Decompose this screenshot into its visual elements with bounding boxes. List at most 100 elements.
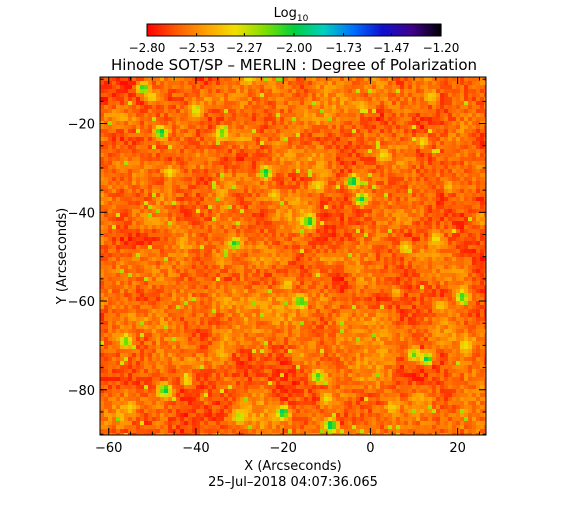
heatmap-cell — [268, 145, 272, 149]
heatmap-cell — [156, 213, 160, 217]
heatmap-cell — [368, 165, 372, 169]
heatmap-cell — [476, 249, 480, 253]
heatmap-cell — [448, 113, 452, 117]
heatmap-cell — [280, 201, 284, 205]
heatmap-cell — [128, 221, 132, 225]
heatmap-cell — [396, 249, 400, 253]
heatmap-cell — [440, 269, 444, 273]
heatmap-cell — [320, 77, 324, 81]
heatmap-cell — [408, 233, 412, 237]
heatmap-cell — [352, 181, 356, 185]
heatmap-cell — [224, 129, 228, 133]
heatmap-cell — [108, 173, 112, 177]
heatmap-cell — [112, 257, 116, 261]
heatmap-cell — [344, 173, 348, 177]
heatmap-cell — [240, 105, 244, 109]
heatmap-cell — [364, 265, 368, 269]
heatmap-cell — [208, 93, 212, 97]
heatmap-cell — [452, 265, 456, 269]
heatmap-cell — [192, 201, 196, 205]
heatmap-cell — [468, 205, 472, 209]
heatmap-cell — [400, 129, 404, 133]
heatmap-cell — [204, 137, 208, 141]
heatmap-cell — [264, 265, 268, 269]
heatmap-cell — [400, 85, 404, 89]
heatmap-cell — [380, 197, 384, 201]
heatmap-cell — [276, 189, 280, 193]
heatmap-cell — [204, 85, 208, 89]
heatmap-cell — [328, 221, 332, 225]
heatmap-cell — [420, 117, 424, 121]
heatmap-cell — [480, 125, 484, 129]
heatmap-cell — [244, 173, 248, 177]
heatmap-cell — [432, 81, 436, 85]
heatmap-cell — [448, 153, 452, 157]
heatmap-cell — [412, 181, 416, 185]
heatmap-cell — [372, 109, 376, 113]
heatmap-cell — [432, 173, 436, 177]
heatmap-cell — [436, 81, 440, 85]
heatmap-cell — [176, 273, 180, 277]
heatmap-cell — [152, 181, 156, 185]
heatmap-cell — [408, 101, 412, 105]
heatmap-cell — [416, 173, 420, 177]
heatmap-cell — [268, 201, 272, 205]
heatmap-cell — [208, 185, 212, 189]
heatmap-cell — [412, 265, 416, 269]
heatmap-cell — [444, 257, 448, 261]
heatmap-cell — [196, 237, 200, 241]
heatmap-cell — [240, 101, 244, 105]
heatmap-cell — [352, 185, 356, 189]
heatmap-cell — [196, 133, 200, 137]
heatmap-cell — [336, 137, 340, 141]
heatmap-cell — [460, 221, 464, 225]
heatmap-cell — [300, 213, 304, 217]
heatmap-cell — [284, 177, 288, 181]
heatmap-cell — [388, 245, 392, 249]
heatmap-cell — [436, 253, 440, 257]
heatmap-cell — [288, 121, 292, 125]
heatmap-cell — [344, 249, 348, 253]
heatmap-cell — [124, 129, 128, 133]
heatmap-cell — [204, 117, 208, 121]
heatmap-cell — [436, 161, 440, 165]
heatmap-cell — [152, 241, 156, 245]
heatmap-cell — [128, 261, 132, 265]
heatmap-cell — [272, 169, 276, 173]
heatmap-cell — [288, 221, 292, 225]
heatmap-cell — [336, 229, 340, 233]
heatmap-cell — [260, 169, 264, 173]
heatmap-cell — [412, 109, 416, 113]
heatmap-cell — [348, 237, 352, 241]
heatmap-cell — [336, 205, 340, 209]
heatmap-cell — [112, 93, 116, 97]
heatmap-cell — [240, 133, 244, 137]
heatmap-cell — [256, 217, 260, 221]
heatmap-cell — [136, 225, 140, 229]
heatmap-cell — [308, 185, 312, 189]
heatmap-cell — [204, 145, 208, 149]
heatmap-cell — [164, 153, 168, 157]
heatmap-cell — [228, 229, 232, 233]
heatmap-cell — [408, 117, 412, 121]
heatmap-cell — [136, 201, 140, 205]
heatmap-cell — [192, 209, 196, 213]
heatmap-cell — [396, 89, 400, 93]
heatmap-cell — [188, 141, 192, 145]
heatmap-cell — [308, 169, 312, 173]
heatmap-cell — [380, 121, 384, 125]
heatmap-cell — [292, 193, 296, 197]
heatmap-cell — [288, 261, 292, 265]
heatmap-cell — [456, 165, 460, 169]
heatmap-cell — [180, 237, 184, 241]
heatmap-cell — [256, 261, 260, 265]
heatmap-cell — [420, 149, 424, 153]
heatmap-cell — [144, 165, 148, 169]
heatmap-cell — [380, 133, 384, 137]
heatmap-cell — [128, 85, 132, 89]
heatmap-cell — [376, 245, 380, 249]
heatmap-cell — [224, 105, 228, 109]
heatmap-cell — [404, 181, 408, 185]
heatmap-cell — [216, 101, 220, 105]
heatmap-cell — [468, 201, 472, 205]
